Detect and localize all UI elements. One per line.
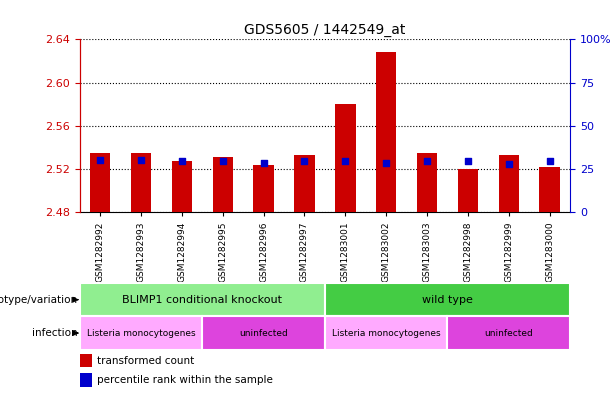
Point — [136, 157, 146, 163]
Bar — [417, 153, 437, 212]
Bar — [131, 153, 151, 212]
Text: Listeria monocytogenes: Listeria monocytogenes — [332, 329, 441, 338]
Bar — [539, 167, 560, 212]
Text: percentile rank within the sample: percentile rank within the sample — [97, 375, 273, 386]
Text: infection: infection — [32, 328, 78, 338]
Point — [340, 158, 350, 165]
Point — [463, 158, 473, 165]
Bar — [90, 153, 110, 212]
Bar — [498, 155, 519, 212]
Bar — [325, 316, 447, 350]
Bar — [80, 316, 202, 350]
Bar — [458, 169, 478, 212]
Bar — [172, 162, 192, 212]
Bar — [80, 373, 92, 387]
Text: genotype/variation: genotype/variation — [0, 295, 78, 305]
Point — [504, 160, 514, 167]
Point — [177, 158, 187, 165]
Text: transformed count: transformed count — [97, 356, 194, 366]
Text: wild type: wild type — [422, 295, 473, 305]
Point — [422, 158, 432, 165]
Title: GDS5605 / 1442549_at: GDS5605 / 1442549_at — [244, 23, 406, 37]
Text: uninfected: uninfected — [484, 329, 533, 338]
Bar — [213, 157, 233, 212]
Point — [218, 158, 227, 165]
Bar — [202, 316, 325, 350]
Text: BLIMP1 conditional knockout: BLIMP1 conditional knockout — [122, 295, 283, 305]
Point — [381, 160, 391, 166]
Point — [300, 158, 310, 165]
Bar — [294, 155, 314, 212]
Text: uninfected: uninfected — [239, 329, 288, 338]
Point — [545, 158, 555, 165]
Bar — [376, 52, 397, 212]
Bar — [335, 104, 356, 212]
Bar — [253, 165, 274, 212]
Bar — [80, 354, 92, 367]
Text: Listeria monocytogenes: Listeria monocytogenes — [86, 329, 196, 338]
Bar — [325, 283, 570, 316]
Bar — [80, 283, 325, 316]
Point — [95, 157, 105, 163]
Point — [259, 160, 268, 166]
Bar — [447, 316, 570, 350]
